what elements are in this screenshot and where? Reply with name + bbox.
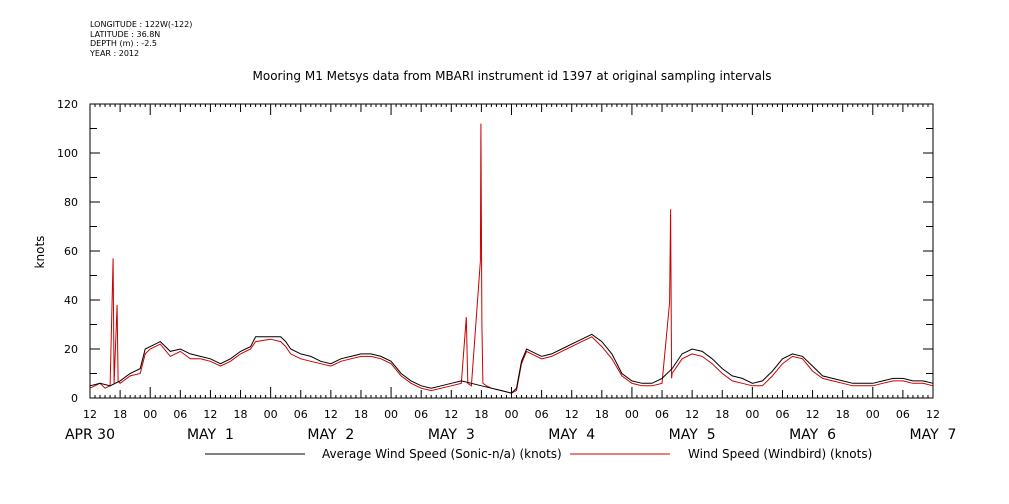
- x-tick-label: 06: [173, 408, 187, 421]
- y-tick-label: 20: [64, 343, 78, 356]
- x-tick-label: 00: [625, 408, 639, 421]
- metadata-block: LONGITUDE : 122W(-122) LATITUDE : 36.8N …: [90, 20, 192, 58]
- day-label: MAY 4: [548, 427, 595, 443]
- series-line-average-wind: [89, 333, 934, 394]
- day-label: MAY 2: [307, 427, 354, 443]
- x-tick-label: 06: [896, 408, 910, 421]
- x-tick-label: 18: [715, 408, 729, 421]
- x-tick-label: 18: [113, 408, 127, 421]
- x-tick-label: 00: [866, 408, 880, 421]
- x-tick-label: 06: [294, 408, 308, 421]
- y-tick-labels: 0 20 40 60 80 100 120: [57, 98, 78, 405]
- y-axis-label: knots: [33, 236, 47, 269]
- x-tick-label: 06: [775, 408, 789, 421]
- x-tick-label: 00: [384, 408, 398, 421]
- day-label: APR 30: [65, 427, 115, 443]
- depth-label: DEPTH (m) : -2.5: [90, 39, 157, 48]
- x-tick-label: 12: [83, 408, 97, 421]
- x-tick-labels: 12 18 00 06 12 18 00 06 12 18 00 06 12 18 00 06 12 18 00 06…: [83, 408, 940, 421]
- chart-title: Mooring M1 Metsys data from MBARI instru…: [253, 69, 772, 83]
- x-tick-label: 18: [474, 408, 488, 421]
- x-tick-label: 12: [806, 408, 820, 421]
- x-tick-label: 12: [926, 408, 940, 421]
- day-label: MAY 7: [910, 427, 957, 443]
- x-tick-label: 18: [836, 408, 850, 421]
- x-tick-label: 00: [745, 408, 759, 421]
- longitude-label: LONGITUDE : 122W(-122): [90, 20, 193, 29]
- x-tick-label: 12: [685, 408, 699, 421]
- series-lines: [89, 123, 934, 394]
- x-tick-label: 06: [414, 408, 428, 421]
- x-tick-label: 06: [535, 408, 549, 421]
- x-tick-label: 18: [595, 408, 609, 421]
- y-tick-label: 100: [57, 147, 78, 160]
- x-tick-label: 12: [324, 408, 338, 421]
- x-tick-label: 12: [444, 408, 458, 421]
- y-tick-label: 80: [64, 196, 78, 209]
- x-tick-label: 18: [354, 408, 368, 421]
- latitude-label: LATITUDE : 36.8N: [90, 29, 161, 39]
- y-tick-label: 120: [57, 98, 78, 111]
- series-line-windbird: [89, 123, 934, 394]
- legend: Average Wind Speed (Sonic-n/a) (knots) W…: [205, 447, 872, 461]
- x-tick-label: 06: [655, 408, 669, 421]
- x-tick-label: 18: [234, 408, 248, 421]
- day-label: MAY 5: [669, 427, 716, 443]
- x-tick-label: 00: [264, 408, 278, 421]
- y-tick-label: 60: [64, 245, 78, 258]
- axis-ticks: [89, 103, 934, 399]
- legend-label-average-wind: Average Wind Speed (Sonic-n/a) (knots): [322, 447, 562, 461]
- legend-label-windbird: Wind Speed (Windbird) (knots): [688, 447, 872, 461]
- day-label: MAY 6: [789, 427, 836, 443]
- plot-frame: [89, 103, 934, 399]
- y-tick-label: 0: [71, 392, 78, 405]
- day-labels: APR 30 MAY 1 MAY 2 MAY 3 MAY 4 MAY 5 MAY 6 MAY …: [65, 427, 956, 443]
- x-tick-label: 00: [143, 408, 157, 421]
- x-tick-label: 00: [505, 408, 519, 421]
- x-tick-label: 12: [565, 408, 579, 421]
- y-tick-label: 40: [64, 294, 78, 307]
- year-label: YEAR : 2012: [90, 48, 140, 58]
- day-label: MAY 3: [428, 427, 475, 443]
- x-tick-label: 12: [203, 408, 217, 421]
- day-label: MAY 1: [187, 427, 234, 443]
